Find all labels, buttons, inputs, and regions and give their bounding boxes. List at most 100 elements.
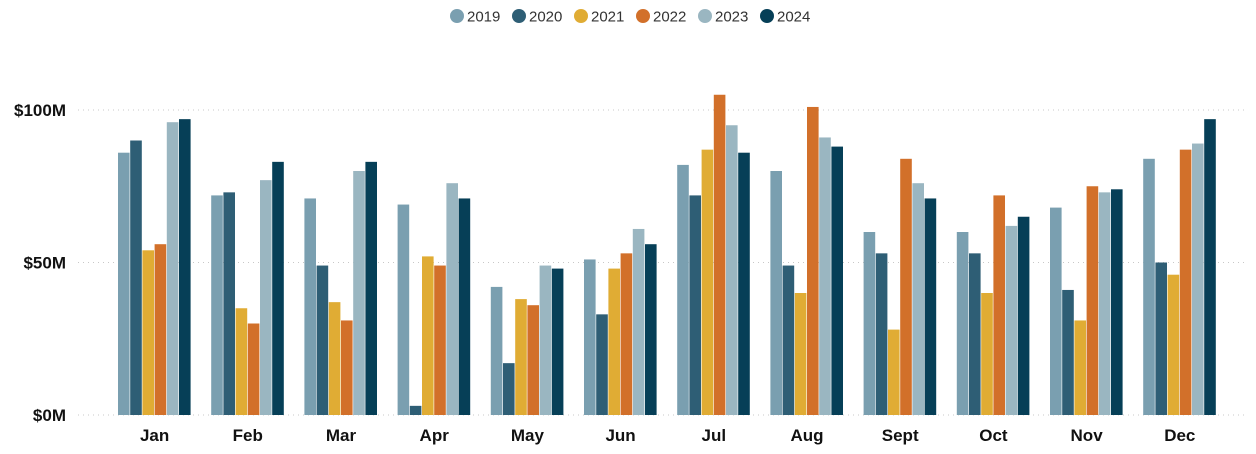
bar-apr-2020[interactable]	[409, 405, 422, 415]
bar-mar-2022[interactable]	[341, 320, 353, 415]
bar-sept-2021[interactable]	[888, 329, 900, 415]
bar-mar-2023[interactable]	[353, 171, 365, 415]
bar-nov-2021[interactable]	[1074, 320, 1086, 415]
bar-oct-2019[interactable]	[956, 232, 969, 415]
bar-feb-2021[interactable]	[235, 308, 248, 415]
bar-aug-2022[interactable]	[807, 106, 819, 415]
y-tick-label: $100M	[14, 101, 66, 120]
bar-apr-2021[interactable]	[422, 256, 434, 415]
legend-label: 2023	[715, 9, 748, 26]
legend-label: 2020	[529, 9, 562, 26]
legend-item-2021[interactable]: 2021	[574, 9, 624, 26]
bar-dec-2023[interactable]	[1192, 143, 1204, 416]
legend: 2019 2020 2021 2022 2023 2024	[450, 9, 810, 26]
x-axis: Jan Feb Mar Apr May Jun Jul Aug Sept Oct Nov Dec	[140, 426, 1195, 445]
bar-mar-2019[interactable]	[304, 198, 316, 415]
bar-apr-2024[interactable]	[458, 198, 471, 415]
bar-jan-2020[interactable]	[130, 140, 142, 416]
bar-jun-2022[interactable]	[620, 253, 633, 415]
bar-apr-2022[interactable]	[434, 265, 446, 415]
bar-oct-2021[interactable]	[981, 293, 993, 415]
legend-item-2023[interactable]: 2023	[698, 9, 748, 26]
y-tick-label: $0M	[33, 406, 66, 425]
bar-apr-2023[interactable]	[446, 183, 458, 415]
legend-label: 2022	[653, 9, 686, 26]
bar-dec-2020[interactable]	[1155, 262, 1167, 416]
y-axis: $0M $50M $100M	[14, 101, 66, 425]
bar-oct-2023[interactable]	[1005, 225, 1018, 415]
bar-may-2022[interactable]	[527, 305, 539, 415]
bar-may-2023[interactable]	[539, 265, 552, 415]
bar-dec-2024[interactable]	[1204, 119, 1216, 416]
bar-nov-2020[interactable]	[1062, 289, 1074, 415]
bar-jul-2024[interactable]	[738, 152, 750, 415]
bar-mar-2024[interactable]	[365, 161, 377, 415]
bar-nov-2024[interactable]	[1111, 189, 1123, 415]
legend-marker	[636, 9, 650, 23]
x-tick-label: Jan	[140, 426, 169, 445]
bar-feb-2020[interactable]	[223, 192, 235, 415]
bar-aug-2019[interactable]	[770, 171, 782, 415]
y-tick-label: $50M	[23, 254, 66, 273]
legend-item-2019[interactable]: 2019	[450, 9, 500, 26]
bar-jul-2023[interactable]	[726, 125, 738, 415]
bar-feb-2019[interactable]	[211, 195, 223, 415]
bar-may-2024[interactable]	[551, 268, 564, 415]
bar-aug-2020[interactable]	[782, 265, 795, 415]
bar-may-2021[interactable]	[515, 299, 527, 415]
bar-aug-2023[interactable]	[819, 137, 831, 415]
bar-jun-2021[interactable]	[608, 268, 620, 415]
bar-feb-2024[interactable]	[272, 161, 284, 415]
bar-nov-2019[interactable]	[1050, 207, 1062, 415]
bar-jul-2019[interactable]	[677, 164, 689, 415]
bar-jun-2024[interactable]	[645, 244, 657, 415]
bar-mar-2020[interactable]	[316, 265, 329, 415]
legend-item-2024[interactable]: 2024	[760, 9, 810, 26]
bar-jun-2019[interactable]	[584, 259, 596, 415]
x-tick-label: Jun	[605, 426, 635, 445]
bar-aug-2021[interactable]	[794, 293, 807, 415]
bar-feb-2022[interactable]	[247, 323, 260, 416]
bar-sept-2024[interactable]	[924, 198, 937, 415]
legend-label: 2019	[467, 9, 500, 26]
bar-sept-2020[interactable]	[875, 253, 888, 415]
bar-sept-2022[interactable]	[900, 158, 912, 416]
bar-jan-2023[interactable]	[166, 122, 179, 415]
legend-marker	[698, 9, 712, 23]
legend-marker	[450, 9, 464, 23]
bar-may-2019[interactable]	[490, 286, 503, 415]
bar-feb-2023[interactable]	[260, 180, 272, 415]
bar-jul-2020[interactable]	[689, 195, 701, 415]
bar-dec-2021[interactable]	[1167, 274, 1180, 415]
bar-apr-2019[interactable]	[397, 204, 410, 415]
bar-may-2020[interactable]	[503, 363, 515, 415]
x-tick-label: Nov	[1071, 426, 1104, 445]
bar-aug-2024[interactable]	[831, 146, 843, 415]
bar-sept-2019[interactable]	[863, 232, 876, 415]
bar-jun-2023[interactable]	[632, 228, 645, 415]
bar-nov-2023[interactable]	[1098, 192, 1111, 415]
bar-nov-2022[interactable]	[1086, 186, 1099, 415]
bar-oct-2024[interactable]	[1017, 216, 1030, 415]
bar-jan-2024[interactable]	[179, 119, 191, 416]
bar-jul-2021[interactable]	[701, 149, 714, 415]
bar-jan-2019[interactable]	[118, 152, 130, 415]
legend-marker	[512, 9, 526, 23]
x-tick-label: Jul	[702, 426, 727, 445]
x-tick-label: Oct	[979, 426, 1008, 445]
bar-sept-2023[interactable]	[912, 183, 924, 415]
bar-dec-2019[interactable]	[1143, 158, 1155, 416]
x-tick-label: Mar	[326, 426, 357, 445]
bar-jun-2020[interactable]	[596, 314, 608, 415]
bar-oct-2020[interactable]	[969, 253, 981, 415]
bar-oct-2022[interactable]	[993, 195, 1005, 415]
bar-jul-2022[interactable]	[713, 94, 726, 415]
bar-jan-2022[interactable]	[154, 244, 167, 415]
legend-marker	[574, 9, 588, 23]
legend-item-2020[interactable]: 2020	[512, 9, 562, 26]
legend-item-2022[interactable]: 2022	[636, 9, 686, 26]
bar-mar-2021[interactable]	[328, 302, 341, 415]
bar-dec-2022[interactable]	[1179, 149, 1192, 415]
bar-jan-2021[interactable]	[142, 250, 154, 415]
